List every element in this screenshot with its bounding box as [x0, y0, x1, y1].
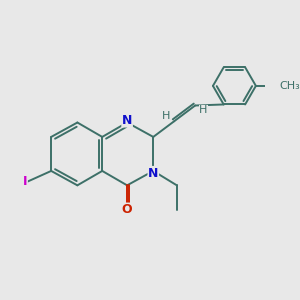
Text: I: I: [23, 175, 27, 188]
Text: N: N: [148, 167, 158, 179]
Text: N: N: [122, 114, 132, 127]
Text: H: H: [199, 105, 208, 115]
Text: O: O: [122, 203, 132, 216]
Text: H: H: [162, 112, 170, 122]
Text: CH₃: CH₃: [279, 81, 300, 91]
